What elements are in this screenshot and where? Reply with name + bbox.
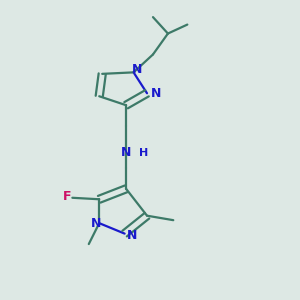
- Text: N: N: [127, 229, 137, 242]
- Text: F: F: [63, 190, 71, 203]
- Text: N: N: [151, 87, 161, 101]
- Text: H: H: [139, 148, 148, 158]
- Text: N: N: [91, 217, 101, 230]
- Text: N: N: [132, 63, 142, 76]
- Text: N: N: [121, 146, 131, 160]
